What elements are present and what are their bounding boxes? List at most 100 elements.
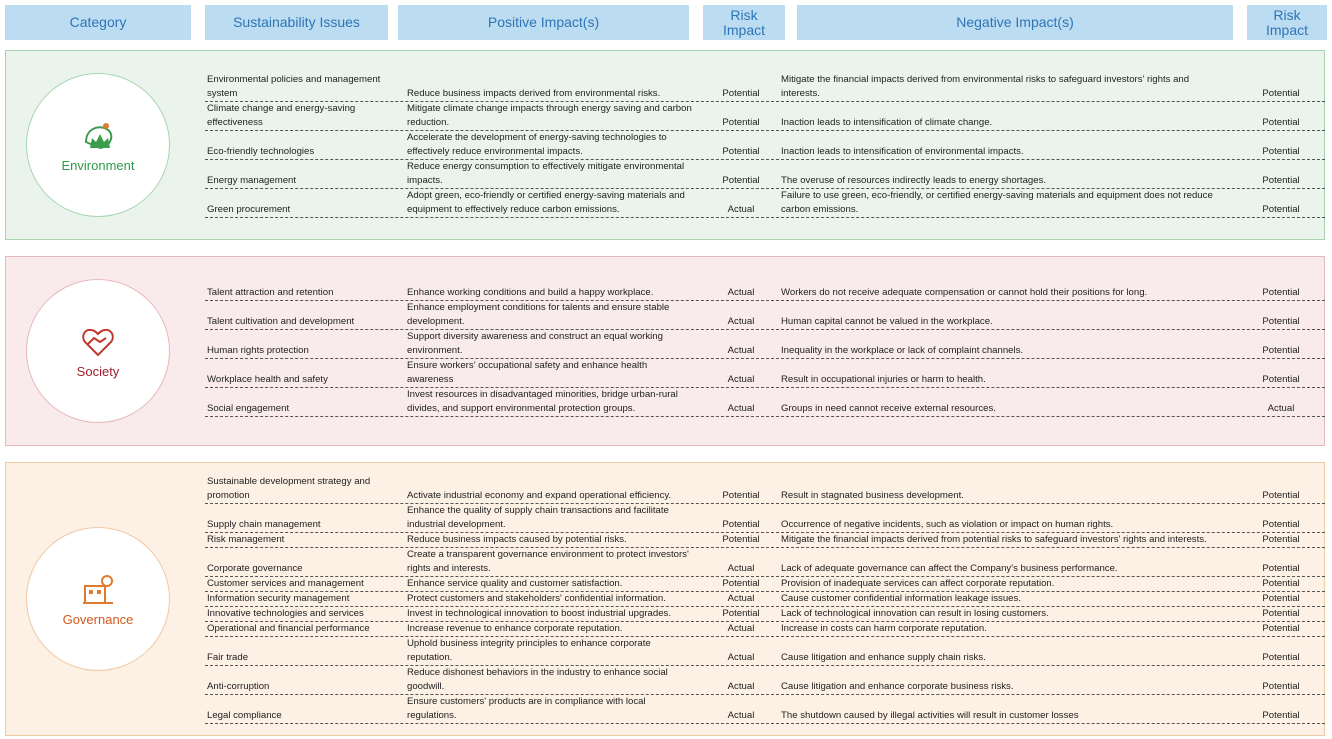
table-row: Talent attraction and retention Enhance w… [205,286,1325,301]
category-badge: Governance [26,527,170,671]
table-row: Operational and financial performance Inc… [205,622,1325,637]
cell-pos: Enhance employment conditions for talent… [407,301,670,327]
table-row: Environmental policies and management sy… [205,73,1325,102]
table-row: Fair trade Uphold business integrity prin… [205,637,1325,666]
header-cell: Risk Impact [1247,5,1327,40]
category-icon [84,122,113,149]
cell-risk: Potential [722,489,760,501]
cell-issue: Operational and financial performance [207,622,370,634]
cell-risk: Potential [722,116,760,128]
cell-risk: Actual [727,709,755,721]
category-label: Society [76,363,120,379]
cell-neg: Result in stagnated business development… [781,489,964,501]
cell-pos: Enhance the quality of supply chain tran… [407,504,669,530]
cell-issue: Environmental policies and management sy… [207,73,381,99]
header-text: Negative Impact(s) [956,14,1074,30]
cell-risk: Actual [727,373,755,385]
cell-pos: Protect customers and stakeholders' conf… [407,592,666,604]
header-text: Sustainability Issues [233,14,360,30]
cell-issue: Talent attraction and retention [207,286,334,298]
cell-risk: Potential [1262,622,1300,634]
cell-neg: Failure to use green, eco-friendly, or c… [781,189,1213,215]
cell-pos: Adopt green, eco-friendly or certified e… [407,189,685,215]
cell-risk: Potential [1262,87,1300,99]
cell-pos: Enhance service quality and customer sat… [407,577,623,589]
cell-pos: Reduce energy consumption to effectively… [407,160,685,186]
cell-risk: Potential [1262,203,1300,215]
table-row: Legal compliance Ensure customers' produc… [205,695,1325,724]
cell-risk: Potential [1262,562,1300,574]
cell-risk: Potential [1262,315,1300,327]
cell-issue: Workplace health and safety [207,373,328,385]
table-row: Anti-corruption Reduce dishonest behavior… [205,666,1325,695]
cell-risk: Potential [722,87,760,99]
cell-issue: Supply chain management [207,518,321,530]
header-text: Risk Impact [1265,6,1308,38]
cell-neg: Cause litigation and enhance supply chai… [781,651,986,663]
cell-issue: Social engagement [207,402,290,414]
cell-risk: Potential [1262,607,1300,619]
cell-pos: Ensure customers' products are in compli… [407,695,646,721]
cell-risk: Potential [722,533,760,545]
table-row: Information security management Protect c… [205,592,1325,607]
cell-pos: Increase revenue to enhance corporate re… [407,622,623,634]
cell-risk: Actual [1267,402,1295,414]
cell-neg: Cause customer confidential information … [781,592,1021,604]
table-row: Energy management Reduce energy consumpti… [205,160,1325,189]
cell-pos: Reduce business impacts derived from env… [407,87,661,99]
table-row: Risk management Reduce business impacts c… [205,533,1325,548]
cell-neg: Mitigate the financial impacts derived f… [781,533,1207,545]
cell-risk: Potential [1262,286,1300,298]
cell-risk: Potential [1262,533,1300,545]
cell-pos: Reduce business impacts caused by potent… [407,533,627,545]
cell-risk: Potential [1262,592,1300,604]
cell-issue: Fair trade [207,651,249,663]
cell-pos: Invest resources in disadvantaged minori… [407,388,678,414]
cell-issue: Talent cultivation and development [207,315,355,327]
cell-risk: Actual [727,344,755,356]
cell-risk: Potential [722,145,760,157]
cell-pos: Create a transparent governance environm… [407,548,689,574]
cell-neg: The overuse of resources indirectly lead… [781,174,1047,186]
cell-pos: Mitigate climate change impacts through … [407,102,692,128]
cell-issue: Energy management [207,174,297,186]
cell-risk: Actual [727,592,755,604]
cell-neg: Lack of technological innovation can res… [781,607,1049,619]
cell-issue: Information security management [207,592,350,604]
cell-neg: Workers do not receive adequate compensa… [781,286,1148,298]
cell-issue: Green procurement [207,203,291,215]
table-row: Climate change and energy-saving effecti… [205,102,1325,131]
cell-risk: Actual [727,286,755,298]
cell-risk: Potential [1262,680,1300,692]
cell-risk: Potential [1262,489,1300,501]
cell-issue: Eco-friendly technologies [207,145,315,157]
cell-neg: Groups in need cannot receive external r… [781,402,996,414]
header-text: Risk Impact [722,6,765,38]
cell-risk: Actual [727,402,755,414]
table-row: Supply chain management Enhance the quali… [205,504,1325,533]
cell-risk: Potential [1262,344,1300,356]
rows: Sustainable development strategy and pro… [205,463,1325,735]
cell-neg: Mitigate the financial impacts derived f… [781,73,1190,99]
cell-risk: Potential [722,518,760,530]
cell-issue: Corporate governance [207,562,303,574]
cell-risk: Potential [1262,145,1300,157]
header-cell: Negative Impact(s) [797,5,1233,40]
cell-neg: Inaction leads to intensification of env… [781,145,1024,157]
category-group: Governance Sustainable development strate… [5,462,1325,736]
cell-risk: Potential [1262,518,1300,530]
cell-neg: Provision of inadequate services can aff… [781,577,1055,589]
category-badge: Society [26,279,170,423]
cell-risk: Potential [1262,373,1300,385]
table-row: Innovative technologies and services Inve… [205,607,1325,622]
cell-risk: Potential [1262,651,1300,663]
cell-pos: Invest in technological innovation to bo… [407,607,671,619]
table-row: Social engagement Invest resources in dis… [205,388,1325,417]
cell-risk: Actual [727,203,755,215]
cell-neg: Inequality in the workplace or lack of c… [781,344,1024,356]
table-row: Corporate governance Create a transparent… [205,548,1325,577]
cell-neg: Result in occupational injuries or harm … [781,373,986,385]
cell-risk: Potential [722,607,760,619]
cell-risk: Potential [1262,116,1300,128]
